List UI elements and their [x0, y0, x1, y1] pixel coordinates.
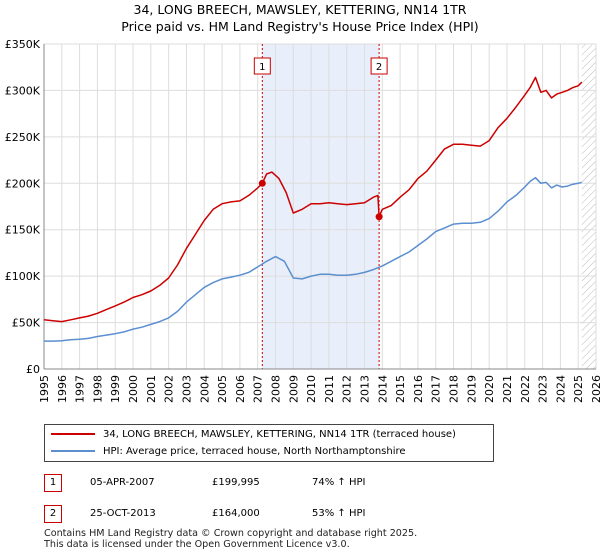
transaction-label: 1	[259, 62, 265, 73]
x-tick-label: 2009	[287, 375, 300, 403]
transaction-date: 25-OCT-2013	[90, 508, 156, 519]
transaction-label-box	[253, 57, 271, 75]
x-tick-label: 2024	[554, 375, 567, 403]
transaction-label: 2	[376, 62, 382, 73]
transaction-price: £164,000	[212, 508, 260, 519]
x-tick-label: 2010	[305, 375, 318, 403]
x-tick-label: 2016	[412, 375, 425, 403]
future-hatch	[581, 44, 596, 369]
x-tick-label: 2020	[483, 375, 496, 403]
x-tick-label: 2012	[341, 375, 354, 403]
transaction-hpi: 53% ↑ HPI	[312, 508, 366, 519]
price-chart: £0 £50K £100K £150K £200K £250K £300K £350K 1995…	[5, 38, 600, 403]
ownership-shade	[262, 44, 380, 369]
x-tick-label: 2023	[537, 375, 550, 403]
footer-copyright: Contains HM Land Registry data © Crown c…	[44, 528, 418, 539]
x-tick-label: 1997	[74, 375, 87, 403]
transaction-point	[258, 179, 266, 187]
transaction-price: £199,995	[212, 477, 260, 488]
y-tick-label: £350K	[5, 38, 41, 51]
y-tick-label: £300K	[5, 84, 41, 97]
x-tick-label: 2025	[572, 375, 585, 403]
transaction-date: 05-APR-2007	[90, 477, 155, 488]
footer: Contains HM Land Registry data © Crown c…	[44, 528, 417, 550]
x-tick-label: 2013	[359, 375, 372, 403]
transaction-hpi: 74% ↑ HPI	[312, 477, 366, 488]
x-tick-label: 1995	[38, 375, 51, 403]
x-tick-label: 2015	[394, 375, 407, 403]
x-tick-label: 2005	[216, 375, 229, 403]
x-tick-label: 1999	[109, 375, 122, 403]
x-tick-label: 2026	[590, 375, 600, 403]
x-tick-label: 1998	[91, 375, 104, 403]
legend-item-property: 34, LONG BREECH, MAWSLEY, KETTERING, NN1…	[51, 427, 456, 443]
transaction-badge: 1	[44, 474, 62, 492]
legend: 34, LONG BREECH, MAWSLEY, KETTERING, NN1…	[44, 424, 494, 462]
y-tick-label: £200K	[5, 177, 41, 190]
transaction-label-box	[370, 57, 388, 75]
y-tick-label: £100K	[5, 270, 41, 283]
chart-subtitle: Price paid vs. HM Land Registry's House …	[121, 19, 479, 34]
x-tick-label: 2004	[198, 375, 211, 403]
x-tick-label: 2007	[252, 375, 265, 403]
y-tick-label: £150K	[5, 224, 41, 237]
x-tick-label: 2011	[323, 375, 336, 403]
x-tick-label: 2008	[269, 375, 282, 403]
chart-title: 34, LONG BREECH, MAWSLEY, KETTERING, NN1…	[133, 2, 467, 17]
x-tick-label: 1996	[56, 375, 69, 403]
legend-item-hpi: HPI: Average price, terraced house, Nort…	[51, 444, 406, 460]
x-tick-label: 2014	[376, 375, 389, 403]
y-tick-label: £0	[26, 363, 40, 376]
x-tick-label: 2018	[448, 375, 461, 403]
hpi-line	[44, 176, 582, 342]
x-tick-label: 2021	[501, 375, 514, 403]
legend-red-line	[51, 433, 95, 435]
y-tick-label: £50K	[12, 317, 41, 330]
x-tick-label: 2000	[127, 375, 140, 403]
x-tick-label: 2003	[180, 375, 193, 403]
legend-hpi-label: HPI: Average price, terraced house, Nort…	[103, 446, 406, 457]
footer-licence: This data is licensed under the Open Gov…	[44, 539, 350, 550]
transaction-point	[375, 213, 383, 221]
x-tick-label: 2001	[145, 375, 158, 403]
x-tick-label: 2019	[465, 375, 478, 403]
x-tick-label: 2017	[430, 375, 443, 403]
legend-property-label: 34, LONG BREECH, MAWSLEY, KETTERING, NN1…	[103, 429, 456, 440]
legend-blue-line	[51, 450, 95, 452]
property-price-line	[43, 76, 583, 323]
y-tick-label: £250K	[5, 131, 41, 144]
x-tick-label: 2006	[234, 375, 247, 403]
x-tick-label: 2022	[519, 375, 532, 403]
x-tick-label: 2002	[163, 375, 176, 403]
transaction-badge: 2	[44, 505, 62, 523]
